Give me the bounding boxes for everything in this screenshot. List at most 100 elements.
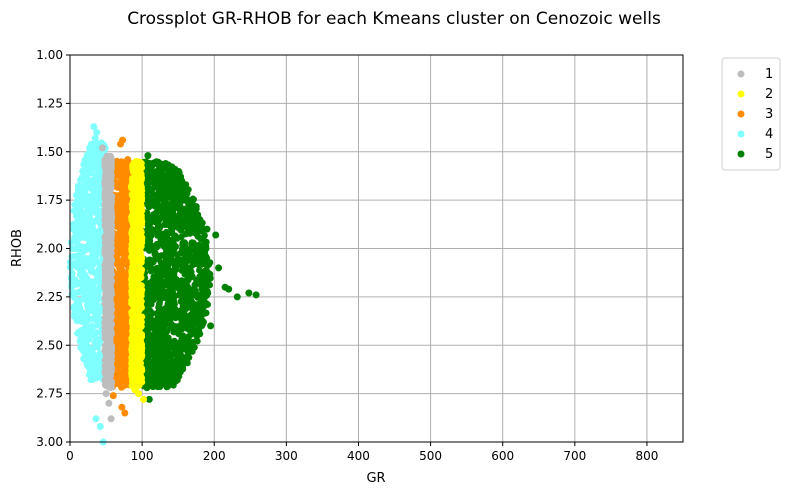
data-point xyxy=(162,244,169,251)
data-point xyxy=(117,374,124,381)
data-point xyxy=(133,211,140,218)
data-point xyxy=(78,314,85,321)
data-point xyxy=(204,288,211,295)
data-point xyxy=(154,265,161,272)
data-point xyxy=(212,232,219,239)
data-point xyxy=(77,221,84,228)
data-point xyxy=(170,222,177,229)
data-point xyxy=(105,302,112,309)
data-point xyxy=(182,211,189,218)
data-point xyxy=(204,226,211,233)
data-point xyxy=(81,214,88,221)
data-point xyxy=(105,170,112,177)
data-point xyxy=(93,415,100,422)
data-point xyxy=(135,172,142,179)
data-point xyxy=(171,359,178,366)
data-point xyxy=(234,293,241,300)
data-point xyxy=(129,335,136,342)
x-tick-label: 400 xyxy=(347,449,370,463)
data-point xyxy=(104,228,111,235)
data-point xyxy=(82,294,89,301)
data-point xyxy=(172,267,179,274)
data-point xyxy=(119,326,126,333)
data-point xyxy=(68,239,75,246)
data-point xyxy=(146,335,153,342)
data-point xyxy=(118,285,125,292)
y-tick-label: 1.75 xyxy=(36,193,63,207)
data-point xyxy=(225,286,232,293)
data-point xyxy=(198,255,205,262)
data-point xyxy=(130,205,137,212)
data-point xyxy=(101,179,108,186)
data-point xyxy=(90,279,97,286)
data-point xyxy=(198,313,205,320)
data-point xyxy=(88,377,95,384)
data-point xyxy=(84,301,91,308)
y-tick-label: 3.00 xyxy=(36,435,63,449)
data-point xyxy=(84,346,91,353)
data-point xyxy=(137,260,144,267)
data-point xyxy=(170,329,177,336)
data-point xyxy=(166,166,173,173)
data-point xyxy=(196,216,203,223)
legend-label: 4 xyxy=(765,127,773,142)
data-point xyxy=(83,275,90,282)
x-axis-label: GR xyxy=(366,471,385,486)
data-point xyxy=(191,284,198,291)
data-point xyxy=(131,386,138,393)
data-point xyxy=(179,249,186,256)
data-point xyxy=(75,329,82,336)
data-point xyxy=(148,280,155,287)
data-point xyxy=(161,164,168,171)
data-point xyxy=(164,234,171,241)
data-point xyxy=(174,375,181,382)
data-point xyxy=(149,323,156,330)
data-point xyxy=(196,261,203,268)
data-point xyxy=(93,375,100,382)
data-point xyxy=(154,366,161,373)
legend-label: 1 xyxy=(765,67,773,82)
data-point xyxy=(108,415,115,422)
data-point xyxy=(92,340,99,347)
data-point xyxy=(103,208,110,215)
data-point xyxy=(146,341,153,348)
data-point xyxy=(166,342,173,349)
data-point xyxy=(145,226,152,233)
data-point xyxy=(151,217,158,224)
data-point xyxy=(93,362,100,369)
data-point xyxy=(188,241,195,248)
data-point xyxy=(105,272,112,279)
data-point xyxy=(85,358,92,365)
data-point xyxy=(172,313,179,320)
data-point xyxy=(135,291,142,298)
data-point xyxy=(129,254,136,261)
data-point xyxy=(173,276,180,283)
data-point xyxy=(150,191,157,198)
x-tick-label: 300 xyxy=(275,449,298,463)
data-point xyxy=(78,229,85,236)
data-point xyxy=(189,216,196,223)
data-point xyxy=(153,172,160,179)
data-point xyxy=(143,385,150,392)
data-point xyxy=(196,278,203,285)
legend-marker-4 xyxy=(738,131,745,138)
data-point xyxy=(104,352,111,359)
data-point xyxy=(156,278,163,285)
data-point xyxy=(134,182,141,189)
data-point xyxy=(89,329,96,336)
data-point xyxy=(104,310,111,317)
data-point xyxy=(215,264,222,271)
data-point xyxy=(158,285,165,292)
data-point xyxy=(174,205,181,212)
data-point xyxy=(80,283,87,290)
data-point xyxy=(183,299,190,306)
data-point xyxy=(135,229,142,236)
data-point xyxy=(86,245,93,252)
data-point xyxy=(96,249,103,256)
data-point xyxy=(179,185,186,192)
data-point xyxy=(177,286,184,293)
data-point xyxy=(146,353,153,360)
data-point xyxy=(168,176,175,183)
data-point xyxy=(170,296,177,303)
data-point xyxy=(88,289,95,296)
